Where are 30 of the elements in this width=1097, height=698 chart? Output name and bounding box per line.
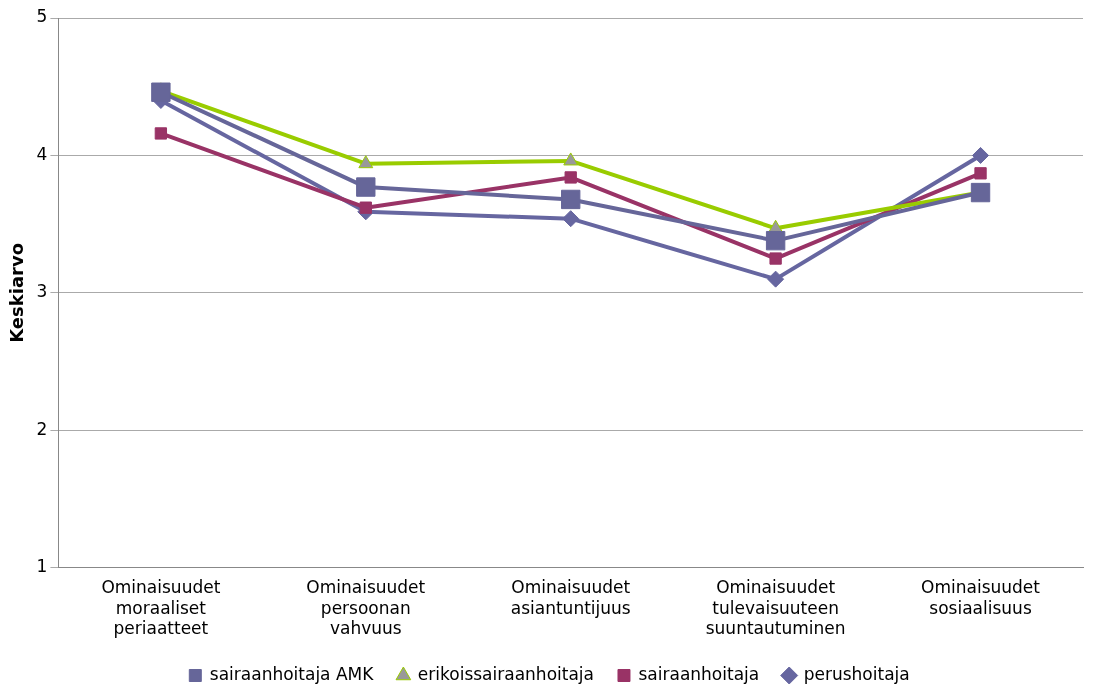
- point: [564, 171, 577, 184]
- point: [974, 167, 987, 180]
- y-tick-label: 1: [36, 556, 48, 577]
- legend-label: perushoitaja: [803, 663, 910, 684]
- x-tick-label: Ominaisuudet tulevaisuuteen suuntautuminen: [705, 577, 846, 639]
- legend-label: erikoissairaanhoitaja: [417, 663, 594, 684]
- point: [970, 182, 991, 203]
- point: [972, 146, 990, 164]
- point: [151, 82, 171, 102]
- point: [767, 270, 785, 288]
- x-tick-label: Ominaisuudet moraaliset periaatteet: [101, 577, 221, 639]
- y-tick-label: 3: [36, 281, 48, 302]
- point: [563, 152, 579, 166]
- x-tick-label: Ominaisuudet sosiaalisuus: [921, 577, 1041, 618]
- point: [154, 127, 168, 140]
- y-axis-title: Keskiarvo: [6, 242, 28, 343]
- point: [562, 210, 580, 228]
- y-tick-label: 5: [36, 6, 48, 27]
- point: [359, 201, 372, 214]
- point: [765, 230, 786, 251]
- legend-label: sairaanhoitaja AMK: [209, 663, 375, 684]
- point: [358, 155, 374, 169]
- point: [769, 252, 782, 265]
- x-tick-label: Ominaisuudet asiantuntijuus: [510, 577, 631, 618]
- point: [356, 177, 376, 197]
- point: [561, 189, 581, 210]
- x-tick-label: Ominaisuudet persoonan vahvuus: [306, 577, 426, 639]
- y-tick-label: 2: [36, 418, 48, 439]
- y-tick-label: 4: [36, 143, 48, 164]
- legend-label: sairaanhoitaja: [638, 663, 760, 684]
